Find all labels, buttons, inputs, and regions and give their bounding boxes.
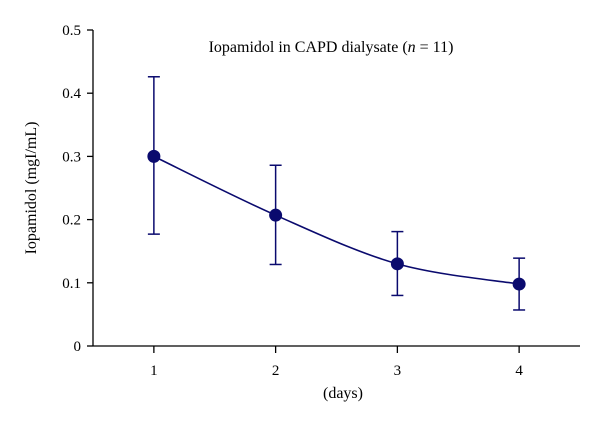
data-point: [269, 208, 283, 222]
x-axis-ticks: 1 2 3 4: [150, 346, 523, 379]
chart-title-prefix: Iopamidol in CAPD dialysate (: [209, 39, 408, 56]
x-tick-label: 2: [272, 363, 280, 379]
y-tick-label: 0.4: [62, 86, 81, 102]
data-point: [147, 149, 161, 163]
y-tick-label: 0.1: [62, 276, 81, 292]
series-layer: [147, 76, 526, 311]
x-axis-title: (days): [323, 385, 363, 402]
y-tick-label: 0.2: [62, 213, 81, 229]
data-point: [390, 257, 404, 271]
x-tick-label: 1: [150, 363, 158, 379]
data-point: [512, 277, 526, 291]
y-tick-label: 0.3: [62, 149, 81, 165]
y-axis-title: Iopamidol (mgI/mL): [23, 122, 40, 255]
series-line: [153, 155, 520, 285]
y-tick-label: 0.5: [62, 23, 81, 39]
chart-title-italic: n: [408, 39, 416, 56]
chart-title: Iopamidol in CAPD dialysate (n = 11): [209, 39, 454, 56]
y-tick-label: 0: [74, 339, 82, 355]
chart-title-suffix: = 11): [416, 39, 454, 56]
x-tick-label: 4: [515, 363, 523, 379]
x-tick-label: 3: [394, 363, 402, 379]
y-axis-ticks: 0 0.1 0.2 0.3 0.4 0.5: [62, 23, 93, 355]
